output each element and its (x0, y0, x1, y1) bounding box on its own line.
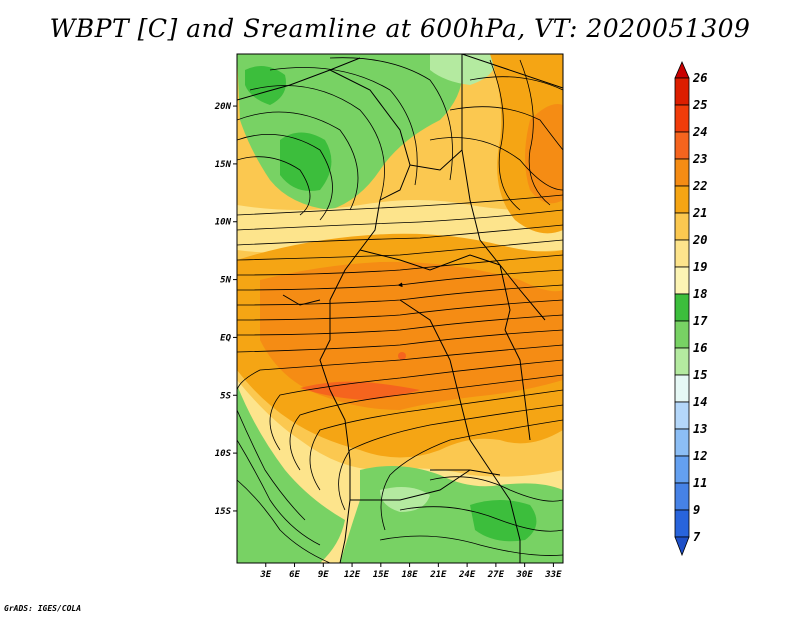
country-borders (237, 54, 563, 563)
colorbar-bin (674, 347, 690, 376)
colorbar-label: 21 (692, 206, 707, 220)
colorbar-bin (674, 509, 690, 538)
colorbar-bin (674, 320, 690, 349)
lon-label: 9E (318, 570, 329, 580)
lon-label: 6E (289, 570, 300, 580)
colorbar-label: 23 (692, 152, 707, 166)
lon-label: 21E (429, 570, 447, 580)
colorbar-bin (674, 455, 690, 484)
colorbar-bin (674, 212, 690, 241)
wbpt-field-south-green (237, 385, 345, 563)
colorbar-label: 26 (692, 71, 707, 85)
colorbar-bin (674, 428, 690, 457)
lat-label: 10S (215, 449, 232, 459)
lat-label: 20N (214, 102, 232, 112)
colorbar-bottom-arrow (674, 536, 690, 557)
lat-label: 15S (215, 507, 232, 517)
lon-label: 12E (344, 570, 361, 580)
lon-label: 15E (373, 570, 390, 580)
lon-label: 33E (544, 570, 562, 580)
colorbar-label: 15 (693, 368, 707, 382)
streamlines (237, 57, 563, 563)
colorbar-label: 19 (693, 260, 707, 274)
lon-label: 3E (259, 570, 271, 580)
colorbar-label: 18 (693, 287, 707, 301)
lat-label: 5N (220, 276, 231, 286)
chart-title: WBPT [C] and Sreamline at 600hPa, VT: 20… (49, 14, 751, 43)
colorbar-bin (674, 401, 690, 430)
lat-label: 10N (215, 218, 232, 228)
colorbar: 26 25 24 23 22 21 20 19 18 17 16 15 14 13 12 11 9 7 (674, 61, 708, 557)
colorbar-bin (674, 239, 690, 268)
colorbar-bin (674, 293, 690, 322)
wbpt-field-north-green-light (430, 54, 496, 85)
colorbar-label: 9 (693, 503, 700, 517)
colorbar-bin (674, 374, 690, 403)
colorbar-label: 24 (692, 125, 707, 139)
colorbar-label: 20 (692, 233, 707, 247)
colorbar-bin (674, 158, 690, 187)
colorbar-label: 14 (693, 395, 707, 409)
colorbar-top-arrow (674, 61, 690, 79)
colorbar-label: 17 (693, 314, 708, 328)
lat-label: 5S (220, 391, 231, 401)
lon-label: 18E (401, 570, 418, 580)
colorbar-bin (674, 266, 690, 295)
lat-label: EQ (220, 333, 231, 343)
lon-label: 24E (458, 570, 476, 580)
colorbar-bin (674, 185, 690, 214)
map-panel (237, 54, 563, 563)
lat-label: 15N (215, 160, 232, 170)
colorbar-label: 12 (693, 449, 707, 463)
map-frame (236, 53, 564, 564)
colorbar-label: 22 (692, 179, 707, 193)
footer-credit: GrADS: IGES/COLA (4, 604, 82, 613)
map-axes: 20N 15N 10N 5N EQ 5S 10S 15S 3E 6E 9E 12E 15E 18E 21E 2… (214, 102, 562, 580)
colorbar-label: 7 (693, 530, 701, 544)
lon-label: 27E (487, 570, 505, 580)
colorbar-bin (674, 104, 690, 133)
colorbar-bin (674, 482, 690, 511)
colorbar-label: 25 (692, 98, 707, 112)
colorbar-label: 13 (693, 422, 707, 436)
colorbar-bin (674, 131, 690, 160)
colorbar-bin (674, 77, 690, 106)
colorbar-label: 16 (693, 341, 707, 355)
colorbar-label: 11 (693, 476, 707, 490)
lon-label: 30E (516, 570, 534, 580)
